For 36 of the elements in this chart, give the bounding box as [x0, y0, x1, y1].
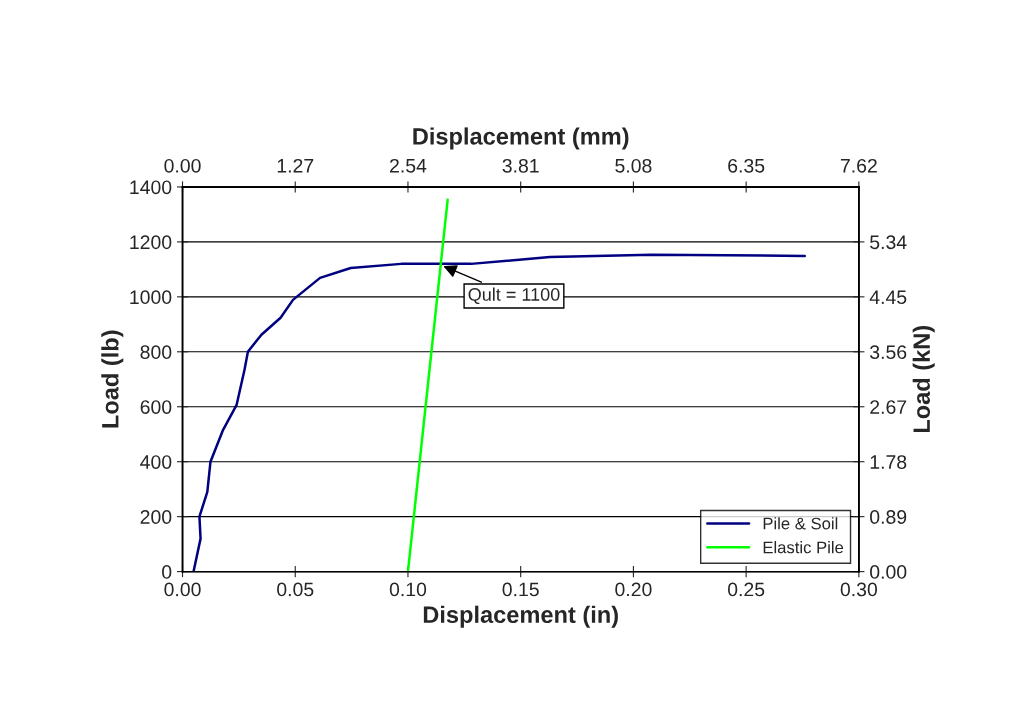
y2-axis-title: Load (kN)	[912, 326, 935, 433]
x2-tick-label: 2.54	[390, 158, 427, 173]
x2-tick-label: 0.00	[164, 158, 201, 173]
y2-tick-label: 4.45	[869, 290, 907, 305]
y-tick-label: 400	[140, 455, 172, 469]
x2-tick-label: 3.81	[502, 158, 539, 173]
x2-tick-label: 5.08	[615, 158, 652, 173]
x2-axis-title: Displacement (mm)	[413, 127, 629, 150]
x2-tick-label: 1.27	[277, 158, 314, 173]
y-tick-label: 200	[140, 510, 172, 524]
y2-tick-label: 0.00	[870, 565, 907, 579]
x-tick-label: 0.05	[277, 582, 314, 597]
y-tick-label: 1200	[130, 235, 172, 250]
x-tick-label: 0.15	[502, 582, 539, 597]
legend-label: Pile & Soil	[763, 517, 838, 530]
y-tick-label: 1400	[130, 180, 172, 195]
x2-tick-label: 6.35	[728, 158, 765, 173]
y2-tick-label: 1.78	[870, 455, 907, 469]
y-tick-label: 0	[162, 565, 172, 579]
y2-tick-label: 0.89	[870, 510, 907, 524]
legend-label: Elastic Pile	[763, 541, 844, 554]
x-tick-label: 0.30	[840, 582, 878, 597]
x-tick-label: 0.10	[389, 582, 427, 597]
x-tick-label: 0.20	[615, 582, 652, 597]
y2-tick-label: 3.56	[870, 345, 907, 360]
x-tick-label: 0.25	[727, 582, 765, 597]
x-axis-title: Displacement (in)	[423, 605, 618, 628]
y2-tick-label: 5.34	[870, 235, 907, 250]
y-tick-label: 600	[140, 400, 172, 414]
y2-tick-label: 2.67	[870, 400, 907, 414]
y-tick-label: 800	[140, 345, 172, 360]
y-axis-title: Load (lb)	[101, 330, 124, 428]
x2-tick-label: 7.62	[840, 158, 877, 173]
x-tick-label: 0.00	[164, 582, 201, 597]
annotation: Qult = 1100	[468, 287, 560, 305]
y-tick-label: 1000	[130, 290, 172, 305]
